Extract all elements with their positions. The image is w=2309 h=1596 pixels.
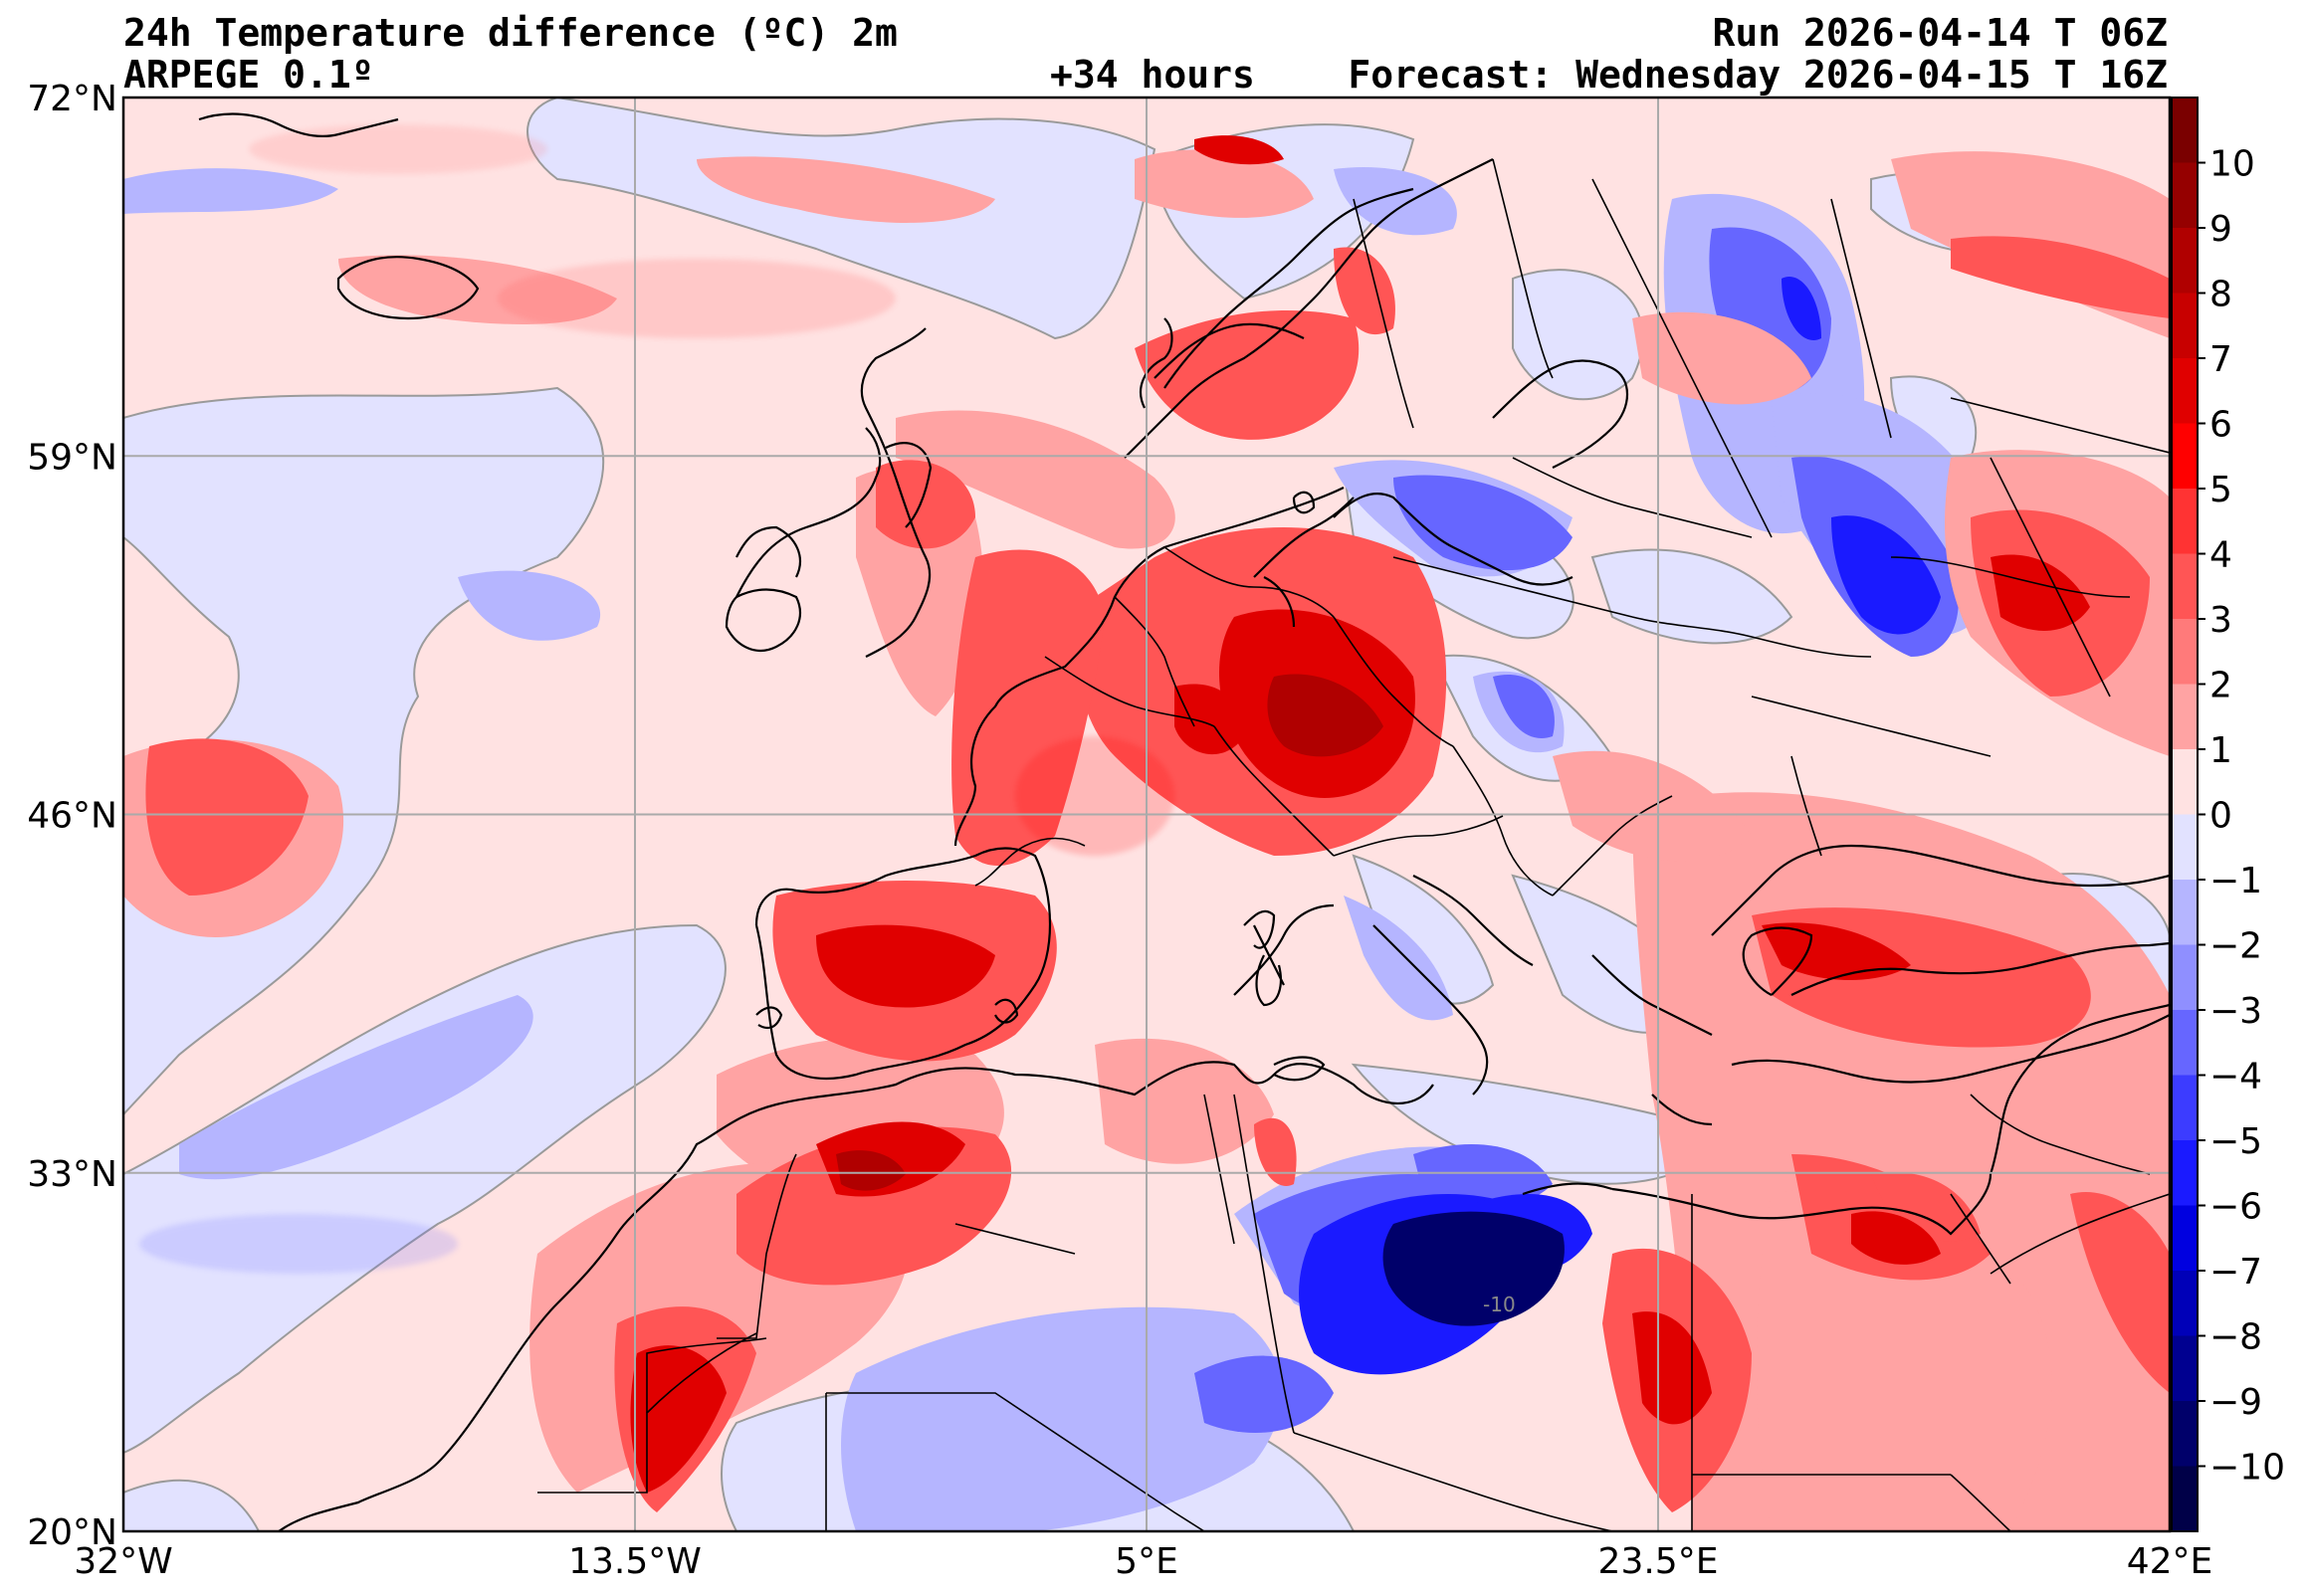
- colorbar-label: −2: [2209, 926, 2262, 967]
- colorbar-segment: [2172, 98, 2198, 163]
- graticule: [123, 98, 2170, 1531]
- colorbar-segment: [2172, 162, 2198, 229]
- latitude-labels: 72°N 59°N 46°N 33°N 20°N: [27, 79, 117, 1553]
- country-borders: [537, 158, 2170, 1531]
- colorbar-label: 3: [2209, 600, 2232, 641]
- colorbar-label: −7: [2209, 1252, 2262, 1293]
- cool-anomaly-light: [123, 98, 2170, 1531]
- colorbar-segment: [2172, 1010, 2198, 1076]
- colorbar-segment: [2172, 553, 2198, 620]
- forecast-time: Forecast: Wednesday 2026-04-15 T 16Z: [1348, 53, 2168, 97]
- colorbar-segment: [2172, 1205, 2198, 1272]
- run-time: Run 2026-04-14 T 06Z: [1712, 11, 2168, 55]
- colorbar-label: 10: [2209, 144, 2255, 185]
- lat-tick-label: 46°N: [27, 796, 117, 837]
- colorbar-segment: [2172, 1401, 2198, 1467]
- model-name: ARPEGE 0.1º: [123, 53, 374, 97]
- colorbar-label: −6: [2209, 1187, 2262, 1228]
- colorbar-label: −1: [2209, 861, 2262, 901]
- colorbar-segment: [2172, 880, 2198, 945]
- colorbar-label: −4: [2209, 1057, 2262, 1097]
- colorbar-label: 7: [2209, 339, 2232, 380]
- colorbar-label: 8: [2209, 275, 2232, 315]
- colorbar-segment: [2172, 293, 2198, 359]
- cool-anomaly-extreme: [1382, 1211, 1565, 1326]
- colorbar-segment: [2172, 1335, 2198, 1402]
- map-title: 24h Temperature difference (ºC) 2m: [123, 11, 898, 55]
- colorbar-label: 2: [2209, 666, 2232, 706]
- longitude-labels: 32°W 13.5°W 5°E 23.5°E 42°E: [74, 1541, 2212, 1582]
- lon-tick-label: 23.5°E: [1598, 1541, 1719, 1582]
- colorbar-segment: [2172, 489, 2198, 554]
- colorbar-segment: [2172, 228, 2198, 294]
- colorbar-segment: [2172, 1466, 2198, 1532]
- colorbar-label: −5: [2209, 1121, 2262, 1162]
- map-frame: [121, 96, 2172, 1533]
- colorbar-segment: [2172, 814, 2198, 881]
- colorbar-segment: [2172, 358, 2198, 424]
- colorbar-label: 4: [2209, 535, 2232, 576]
- colorbar-label: 1: [2209, 730, 2232, 771]
- lat-tick-label: 72°N: [27, 79, 117, 119]
- colorbar-segment: [2172, 749, 2198, 815]
- coastlines: [198, 112, 2170, 1531]
- warm-anomaly-medium: [145, 236, 2170, 1512]
- colorbar-segment: [2172, 423, 2198, 490]
- colorbar-segment: [2172, 1075, 2198, 1141]
- lon-tick-label: 42°E: [2127, 1541, 2213, 1582]
- map-field: -10: [123, 98, 2170, 1531]
- colorbar-segment: [2172, 684, 2198, 750]
- colorbar-label: −8: [2209, 1317, 2262, 1358]
- colorbar-segment: [2172, 1271, 2198, 1336]
- colorbar-label: −3: [2209, 991, 2262, 1032]
- colorbar-label: 5: [2209, 470, 2232, 510]
- colorbar-label: −9: [2209, 1382, 2262, 1423]
- colorbar-label: 0: [2209, 796, 2232, 837]
- colorbar-label: 9: [2209, 209, 2232, 250]
- lon-tick-label: 5°E: [1115, 1541, 1178, 1582]
- lat-tick-label: 33°N: [27, 1154, 117, 1195]
- lon-tick-label: 32°W: [74, 1541, 172, 1582]
- lat-tick-label: 20°N: [27, 1512, 117, 1553]
- contour-label: -10: [1483, 1293, 1516, 1316]
- lon-tick-label: 13.5°W: [568, 1541, 702, 1582]
- colorbar-segment: [2172, 944, 2198, 1011]
- colorbar-label: 6: [2209, 405, 2232, 446]
- colorbar-segment: [2172, 1140, 2198, 1206]
- lat-tick-label: 59°N: [27, 437, 117, 478]
- colorbar-segment: [2172, 619, 2198, 685]
- lead-time: +34 hours: [1050, 53, 1255, 97]
- warm-anomaly-extreme: [836, 674, 1383, 1191]
- colorbar-label: −10: [2209, 1448, 2285, 1489]
